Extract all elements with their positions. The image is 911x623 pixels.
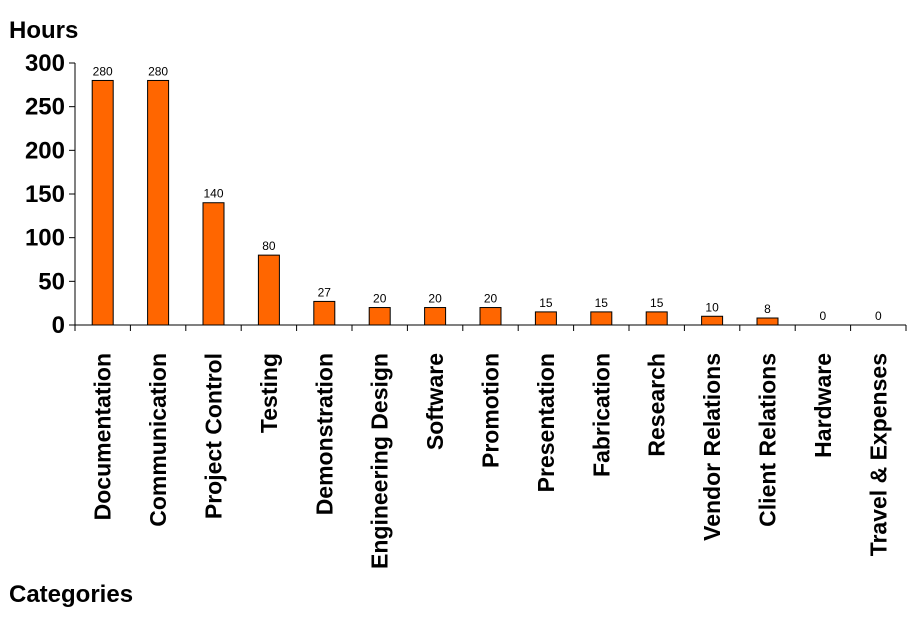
data-label: 280 xyxy=(93,64,113,78)
data-label: 10 xyxy=(705,300,719,314)
data-label: 8 xyxy=(764,302,771,316)
bar xyxy=(701,315,724,326)
data-label: 80 xyxy=(262,239,276,253)
x-tick-label: Vendor Relations xyxy=(699,353,725,541)
data-label: 20 xyxy=(373,292,387,306)
x-tick-label: Testing xyxy=(256,353,282,433)
bar xyxy=(147,79,170,326)
y-tick-label: 200 xyxy=(25,137,65,164)
data-label: 140 xyxy=(203,187,223,201)
bar xyxy=(590,311,613,326)
bar xyxy=(257,254,280,326)
bar xyxy=(479,307,502,326)
data-label: 0 xyxy=(820,309,827,323)
data-label: 27 xyxy=(318,285,332,299)
x-tick-label: Software xyxy=(422,353,448,450)
x-tick-label: Demonstration xyxy=(311,353,337,515)
x-tick-label: Presentation xyxy=(533,353,559,492)
bars: 280 Documentation 280 Communication 140 Proje… xyxy=(90,64,892,569)
data-label: 20 xyxy=(484,292,498,306)
x-axis-title: Categories xyxy=(9,581,133,608)
y-tick-label: 50 xyxy=(38,268,65,295)
x-tick-label: Travel & Expenses xyxy=(865,353,891,556)
y-tick-label: 300 xyxy=(25,50,65,77)
bar xyxy=(756,317,779,326)
bar xyxy=(91,79,114,326)
x-tick-label: Hardware xyxy=(810,353,836,458)
y-axis-title: Hours xyxy=(9,17,78,44)
x-tick-label: Engineering Design xyxy=(367,353,393,569)
bar xyxy=(645,311,668,326)
y-tick-label: 0 xyxy=(52,312,65,339)
x-tick-label: Communication xyxy=(145,353,171,527)
x-tick-label: Project Control xyxy=(201,353,227,519)
y-tick-label: 250 xyxy=(25,94,65,121)
bar xyxy=(368,307,391,326)
y-tick-label: 150 xyxy=(25,181,65,208)
data-label: 15 xyxy=(539,296,553,310)
data-label: 20 xyxy=(428,292,442,306)
y-tick-label: 100 xyxy=(25,225,65,252)
bar xyxy=(534,311,557,326)
data-label: 15 xyxy=(650,296,664,310)
data-label: 280 xyxy=(148,64,168,78)
data-label: 15 xyxy=(595,296,609,310)
x-tick-label: Research xyxy=(644,353,670,457)
x-tick-label: Client Relations xyxy=(755,353,781,527)
x-tick-label: Fabrication xyxy=(588,353,614,477)
data-label: 0 xyxy=(875,309,882,323)
bar xyxy=(313,300,336,326)
bar xyxy=(424,307,447,326)
x-tick-label: Promotion xyxy=(478,353,504,468)
x-tick-label: Documentation xyxy=(90,353,116,520)
bar xyxy=(202,202,225,326)
